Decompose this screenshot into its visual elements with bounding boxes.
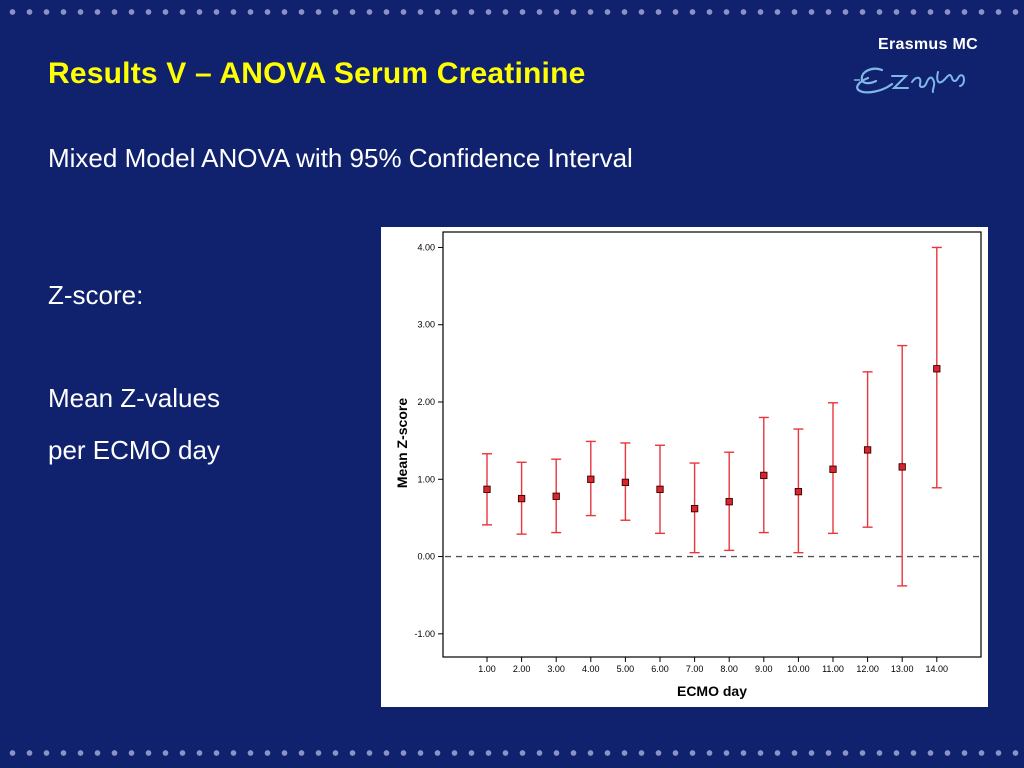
- x-tick-label: 8.00: [720, 664, 738, 674]
- x-tick-label: 3.00: [547, 664, 565, 674]
- erasmus-mc-logo: Erasmus MC: [852, 32, 1012, 102]
- x-axis-title: ECMO day: [677, 683, 747, 699]
- x-tick-label: 2.00: [513, 664, 531, 674]
- x-tick-label: 12.00: [856, 664, 879, 674]
- mean-markers: [483, 365, 941, 513]
- mean-z-values-label: Mean Z-values: [48, 383, 220, 413]
- mean-marker: [898, 463, 906, 471]
- mean-marker: [829, 465, 837, 473]
- x-tick-label: 4.00: [582, 664, 600, 674]
- mean-marker: [621, 478, 630, 487]
- y-tick-label: -1.00: [414, 629, 435, 639]
- mean-marker: [552, 492, 560, 500]
- y-tick-label: 1.00: [417, 474, 435, 484]
- y-tick-label: 4.00: [417, 242, 435, 252]
- anova-chart: -1.00 0.00 1.00 2.00 3.00 4.00 1.00 2.00 3.00 4.…: [394, 231, 982, 699]
- chart-panel: -1.00 0.00 1.00 2.00 3.00 4.00 1.00 2.00 3.00 4.…: [381, 227, 988, 707]
- x-axis: 1.00 2.00 3.00 4.00 5.00 6.00 7.00 8.00 9.00 10.0…: [478, 657, 948, 674]
- logo-text: Erasmus MC: [878, 36, 978, 53]
- mean-marker: [656, 485, 664, 493]
- mean-marker: [517, 494, 526, 503]
- x-tick-label: 14.00: [926, 664, 949, 674]
- x-tick-label: 5.00: [617, 664, 635, 674]
- x-tick-label: 7.00: [686, 664, 704, 674]
- y-tick-label: 2.00: [417, 397, 435, 407]
- mean-marker: [725, 498, 733, 506]
- slide-title: Results V – ANOVA Serum Creatinine: [48, 57, 586, 90]
- x-tick-label: 11.00: [822, 664, 844, 674]
- y-axis: -1.00 0.00 1.00 2.00 3.00 4.00: [414, 242, 443, 639]
- error-bars: [482, 246, 942, 587]
- mean-marker: [760, 471, 768, 480]
- per-ecmo-day-label: per ECMO day: [48, 435, 220, 465]
- x-tick-label: 9.00: [755, 664, 773, 674]
- mean-marker: [863, 446, 872, 454]
- x-tick-label: 1.00: [478, 664, 496, 674]
- y-tick-label: 0.00: [417, 552, 435, 562]
- top-dotted-border: [0, 8, 1024, 16]
- x-tick-label: 6.00: [651, 664, 669, 674]
- plot-frame: [442, 231, 982, 658]
- bottom-dotted-border: [0, 749, 1024, 757]
- mean-marker: [933, 365, 941, 373]
- logo-signature-icon: [854, 67, 966, 94]
- mean-marker: [794, 487, 803, 496]
- x-tick-label: 13.00: [891, 664, 914, 674]
- zscore-label: Z-score:: [48, 280, 144, 310]
- slide-subtitle: Mixed Model ANOVA with 95% Confidence In…: [48, 143, 633, 173]
- mean-marker: [483, 485, 491, 493]
- y-axis-title: Mean Z-score: [394, 398, 410, 488]
- x-tick-label: 10.00: [787, 664, 810, 674]
- mean-marker: [690, 504, 699, 513]
- y-tick-label: 3.00: [417, 320, 435, 330]
- mean-marker: [587, 475, 595, 483]
